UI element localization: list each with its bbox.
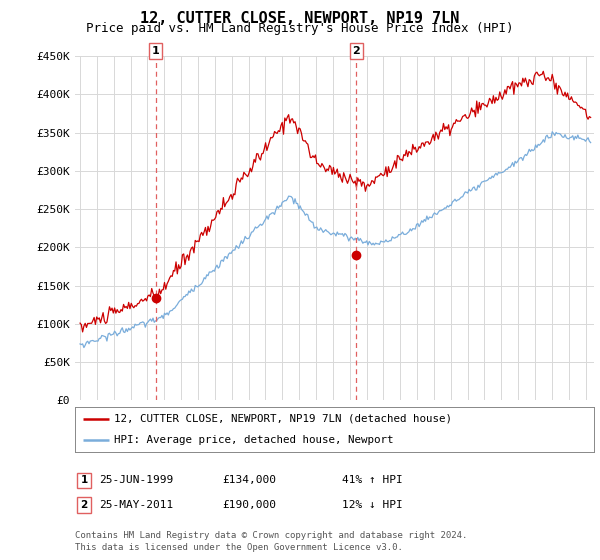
Text: £134,000: £134,000 bbox=[222, 475, 276, 486]
Text: 12, CUTTER CLOSE, NEWPORT, NP19 7LN: 12, CUTTER CLOSE, NEWPORT, NP19 7LN bbox=[140, 11, 460, 26]
Text: 12% ↓ HPI: 12% ↓ HPI bbox=[342, 500, 403, 510]
Text: 1: 1 bbox=[80, 475, 88, 486]
Text: 1: 1 bbox=[152, 46, 160, 56]
Text: £190,000: £190,000 bbox=[222, 500, 276, 510]
Text: 25-MAY-2011: 25-MAY-2011 bbox=[99, 500, 173, 510]
Text: Contains HM Land Registry data © Crown copyright and database right 2024.: Contains HM Land Registry data © Crown c… bbox=[75, 531, 467, 540]
Text: 41% ↑ HPI: 41% ↑ HPI bbox=[342, 475, 403, 486]
Text: HPI: Average price, detached house, Newport: HPI: Average price, detached house, Newp… bbox=[114, 435, 394, 445]
Text: 25-JUN-1999: 25-JUN-1999 bbox=[99, 475, 173, 486]
Text: 12, CUTTER CLOSE, NEWPORT, NP19 7LN (detached house): 12, CUTTER CLOSE, NEWPORT, NP19 7LN (det… bbox=[114, 414, 452, 424]
Text: Price paid vs. HM Land Registry's House Price Index (HPI): Price paid vs. HM Land Registry's House … bbox=[86, 22, 514, 35]
Text: 2: 2 bbox=[80, 500, 88, 510]
Text: 2: 2 bbox=[352, 46, 360, 56]
Text: This data is licensed under the Open Government Licence v3.0.: This data is licensed under the Open Gov… bbox=[75, 543, 403, 552]
